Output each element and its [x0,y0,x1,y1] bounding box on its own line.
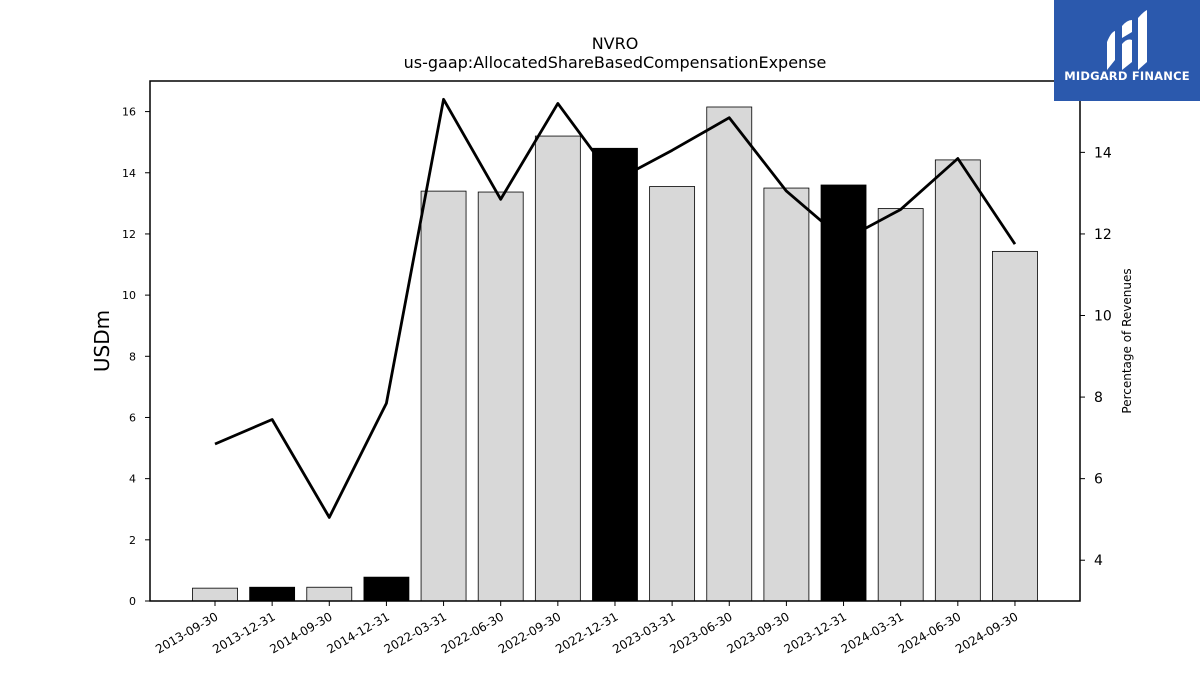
x-tick-label: 2014-09-30 [267,609,334,656]
bar-2023-12-31 [820,184,867,602]
y-tick-label: 10 [122,289,136,302]
y2-tick-label: 12 [1094,227,1112,243]
x-tick-label: 2022-09-30 [496,609,563,656]
bar-2024-03-31 [877,208,924,602]
bar-2014-09-30 [306,586,353,602]
x-tick-label: 2023-06-30 [667,609,734,656]
x-tick-label: 2024-06-30 [896,609,963,656]
bar-2013-12-31 [249,586,296,602]
y-tick-label: 4 [129,473,136,486]
y-tick-label: 16 [122,106,136,119]
line-group [214,97,1017,519]
bar-2022-09-30 [534,135,581,602]
x-tick-label: 2022-03-31 [382,609,449,656]
chart-title: NVRO [592,34,639,53]
x-tick-label: 2022-12-31 [553,609,620,656]
bar-2014-12-31 [363,576,410,602]
y2-tick-label: 6 [1094,472,1103,488]
bar-2023-06-30 [706,106,753,602]
y-tick-label: 6 [129,411,136,424]
y2-tick-label: 10 [1094,309,1112,325]
y-tick-label: 8 [129,350,136,363]
y2-axis-label: Percentage of Revenues [1120,268,1134,413]
logo-text: MIDGARD FINANCE [1064,69,1190,83]
bar-2023-03-31 [649,186,696,602]
x-tick-label: 2022-06-30 [439,609,506,656]
y-tick-label: 14 [122,167,136,180]
y-axis-label: USDm [90,310,114,372]
y2-axis-ticks: 4 6 8 10 12 14 [1080,145,1112,569]
x-axis-ticks: 2013-09-302013-12-312014-09-302014-12-31… [153,601,1020,656]
y-axis-ticks: 0 2 4 6 8 10 12 14 16 [122,106,150,608]
bar-2024-09-30 [992,250,1038,602]
x-tick-label: 2013-09-30 [153,609,220,656]
y-tick-label: 0 [129,595,136,608]
bar-2023-09-30 [763,187,810,602]
bar-2013-09-30 [192,587,238,602]
bar-2022-03-31 [420,190,467,602]
y-tick-label: 12 [122,228,136,241]
y2-tick-label: 4 [1094,553,1103,569]
bar-2024-06-30 [934,159,981,602]
bar-2022-12-31 [592,147,638,602]
bars-group [192,106,1038,602]
bar-2022-06-30 [477,191,524,602]
logo-mark-icon [1107,10,1147,70]
y2-tick-label: 14 [1094,145,1112,161]
x-tick-label: 2024-09-30 [953,609,1020,656]
chart-subtitle: us-gaap:AllocatedShareBasedCompensationE… [404,53,827,72]
x-tick-label: 2023-12-31 [782,609,849,656]
y-tick-label: 2 [129,534,136,547]
x-tick-label: 2014-12-31 [325,609,392,656]
x-tick-label: 2023-09-30 [724,609,791,656]
x-tick-label: 2024-03-31 [839,609,906,656]
logo: MIDGARD FINANCE [1054,0,1200,101]
x-tick-label: 2023-03-31 [610,609,677,656]
x-tick-label: 2013-12-31 [210,609,277,656]
y2-tick-label: 8 [1094,390,1103,406]
